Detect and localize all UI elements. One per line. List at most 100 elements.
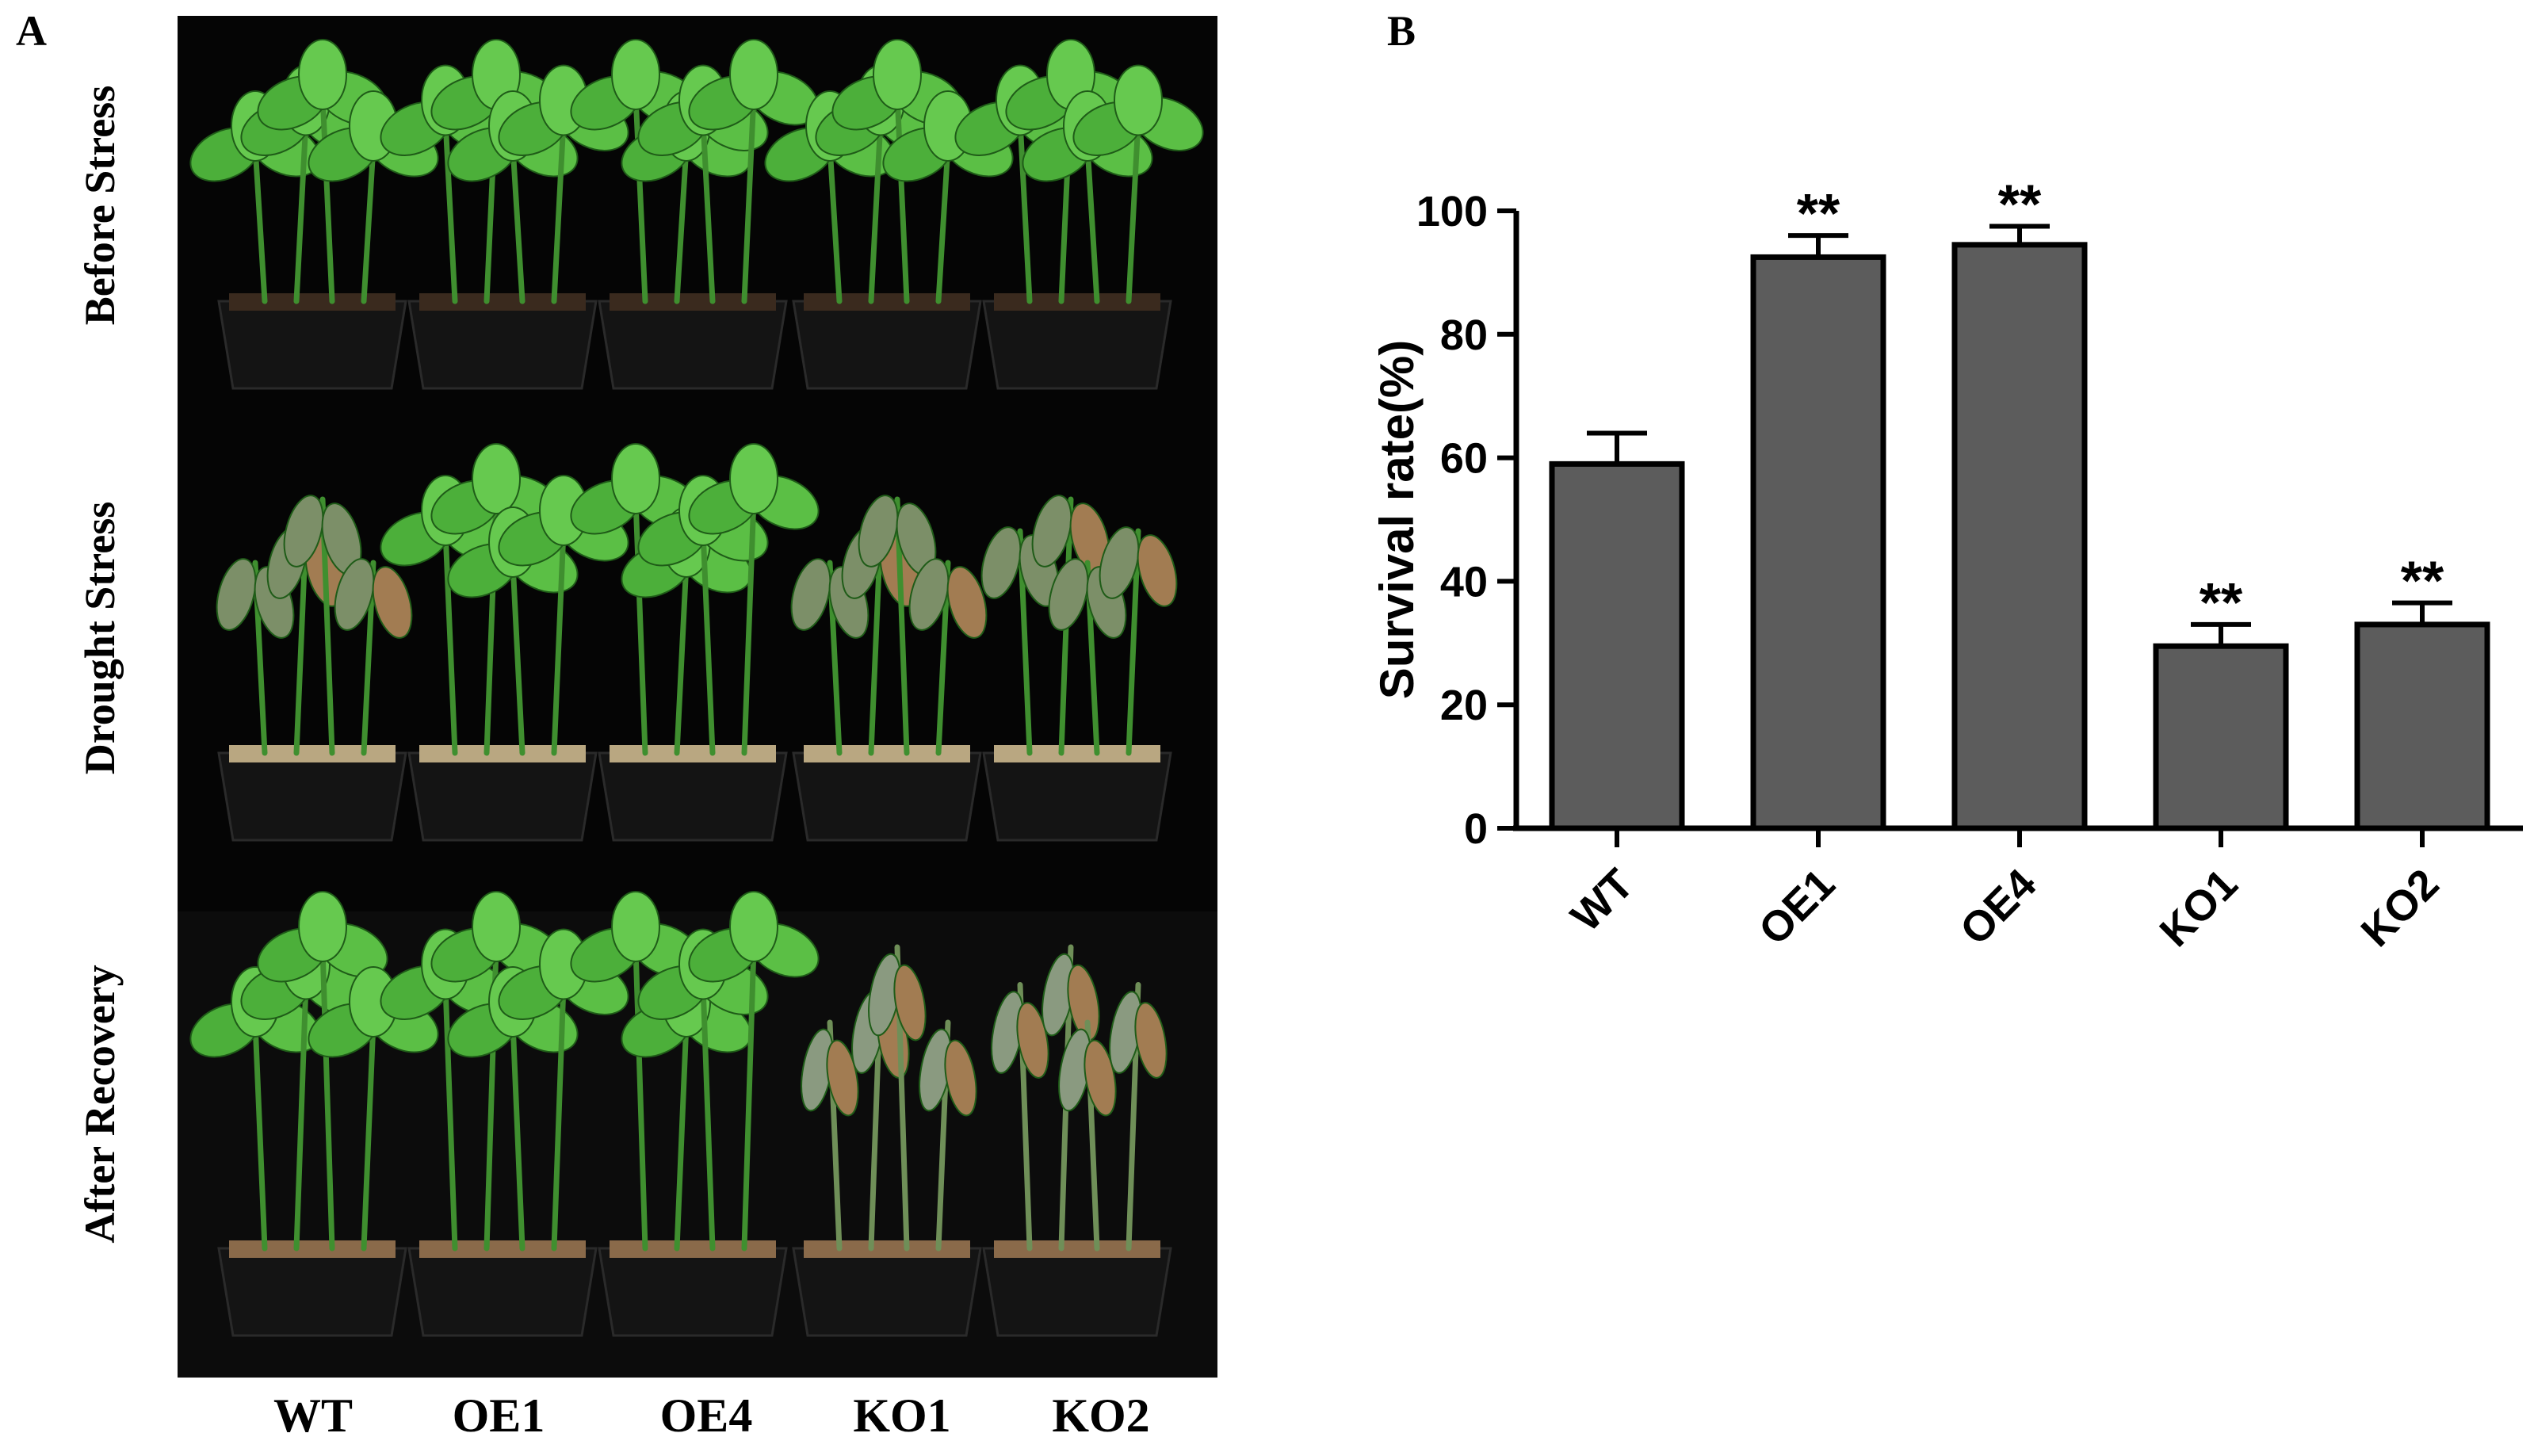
plant-group	[380, 891, 629, 1337]
healthy-leaf	[472, 443, 521, 514]
plant-stem	[293, 118, 309, 304]
y-tick-label: 20	[1440, 682, 1488, 729]
pot-soil	[804, 293, 970, 311]
plant-group	[792, 944, 982, 1337]
pot-soil	[229, 745, 396, 762]
y-tick-label: 80	[1440, 311, 1488, 359]
plant-stem	[633, 92, 648, 304]
wilted-leaf	[372, 566, 413, 639]
chart-bars	[1549, 224, 2490, 831]
wilted-leaf	[1099, 526, 1140, 599]
bar-ko2	[2354, 621, 2490, 831]
plant-stem	[510, 1019, 526, 1252]
dead-leaf	[893, 964, 927, 1041]
plant-group	[570, 891, 820, 1337]
genotype-label-ko2: KO2	[1052, 1389, 1150, 1442]
plant-pot	[217, 300, 407, 390]
dead-leaf	[944, 1039, 977, 1117]
plant-stem	[868, 118, 884, 304]
wilted-leaf	[908, 558, 950, 631]
healthy-leaf	[729, 443, 778, 514]
plant-stem	[674, 143, 690, 304]
plant-stem	[551, 528, 567, 756]
healthy-leaf	[298, 891, 347, 962]
wilted-leaf	[1137, 534, 1178, 607]
photo-row-2	[216, 443, 1178, 842]
y-tick-label: 60	[1440, 435, 1488, 483]
plant-stem	[442, 528, 458, 756]
pot-soil	[610, 293, 776, 311]
x-tick-label-ko2: KO2	[2352, 860, 2448, 956]
plant-stem	[741, 944, 757, 1252]
x-tick-label-ko1: KO1	[2151, 860, 2247, 956]
plant-group	[380, 443, 629, 842]
pot-soil	[804, 745, 970, 762]
wilted-leaf	[946, 566, 988, 639]
wilted-leaf	[1048, 558, 1089, 631]
genotype-label-oe1: OE1	[452, 1389, 545, 1442]
plant-stem	[935, 143, 951, 304]
dead-leaf	[826, 1039, 859, 1117]
plant-stem	[633, 496, 648, 756]
significance-ko2: **	[2401, 550, 2444, 612]
healthy-leaf	[611, 39, 660, 110]
photo-row-1	[189, 39, 1204, 390]
plant-pot	[217, 1247, 407, 1337]
plant-stem	[633, 944, 648, 1252]
pot-soil	[994, 745, 1160, 762]
plant-group	[570, 39, 820, 390]
plant-stem	[1126, 118, 1141, 304]
y-tick-label: 40	[1440, 558, 1488, 606]
genotype-label-oe4: OE4	[659, 1389, 753, 1442]
plant-stem	[1017, 118, 1033, 304]
chart-axes: 0 20 40 60 80 100 Survival rate(%)	[1370, 188, 2523, 853]
plant-stem	[361, 143, 376, 304]
plant-pot	[407, 300, 598, 390]
genotype-label-wt: WT	[273, 1389, 354, 1442]
healthy-leaf	[1114, 64, 1163, 136]
plant-group	[790, 495, 988, 842]
bar-wt	[1549, 460, 1685, 831]
plant-group	[216, 495, 413, 842]
plant-pot	[598, 300, 788, 390]
genotype-label-ko1: KO1	[853, 1389, 951, 1442]
row-label-before-stress: Before Stress	[76, 85, 124, 326]
pot-soil	[419, 1240, 586, 1258]
healthy-leaf	[729, 39, 778, 110]
plant-stem	[674, 1019, 690, 1252]
plant-stem	[319, 92, 335, 304]
wilted-leaf	[790, 558, 831, 631]
healthy-leaf	[729, 891, 778, 962]
plant-group	[980, 495, 1178, 842]
pot-soil	[419, 745, 586, 762]
plant-pot	[217, 751, 407, 842]
wilted-leaf	[980, 526, 1022, 599]
significance-oe4: **	[1998, 173, 2042, 235]
plant-pot	[598, 1247, 788, 1337]
wilted-leaf	[334, 558, 375, 631]
plant-pot	[792, 751, 982, 842]
pot-soil	[994, 293, 1160, 311]
plant-pot	[407, 751, 598, 842]
pot-soil	[229, 1240, 396, 1258]
dead-leaf	[1134, 1002, 1168, 1079]
wilted-leaf	[216, 558, 257, 631]
plant-pot	[982, 1247, 1172, 1337]
plant-pot	[407, 1247, 598, 1337]
plant-stem	[319, 944, 335, 1252]
x-tick-label-oe4: OE4	[1951, 860, 2046, 954]
pot-soil	[994, 1240, 1160, 1258]
bar-oe1	[1750, 254, 1886, 831]
bar-oe4	[1951, 242, 2088, 831]
plant-stem	[252, 143, 268, 304]
bar-ko1	[2153, 643, 2289, 831]
dead-leaf	[1016, 1002, 1049, 1079]
healthy-leaf	[611, 443, 660, 514]
y-tick-label: 0	[1464, 805, 1488, 853]
plant-stem	[674, 560, 690, 756]
x-tick-label-oe1: OE1	[1750, 860, 1844, 954]
plant-pot	[982, 751, 1172, 842]
plant-stem	[894, 92, 910, 304]
plant-stem	[741, 496, 757, 756]
healthy-leaf	[611, 891, 660, 962]
